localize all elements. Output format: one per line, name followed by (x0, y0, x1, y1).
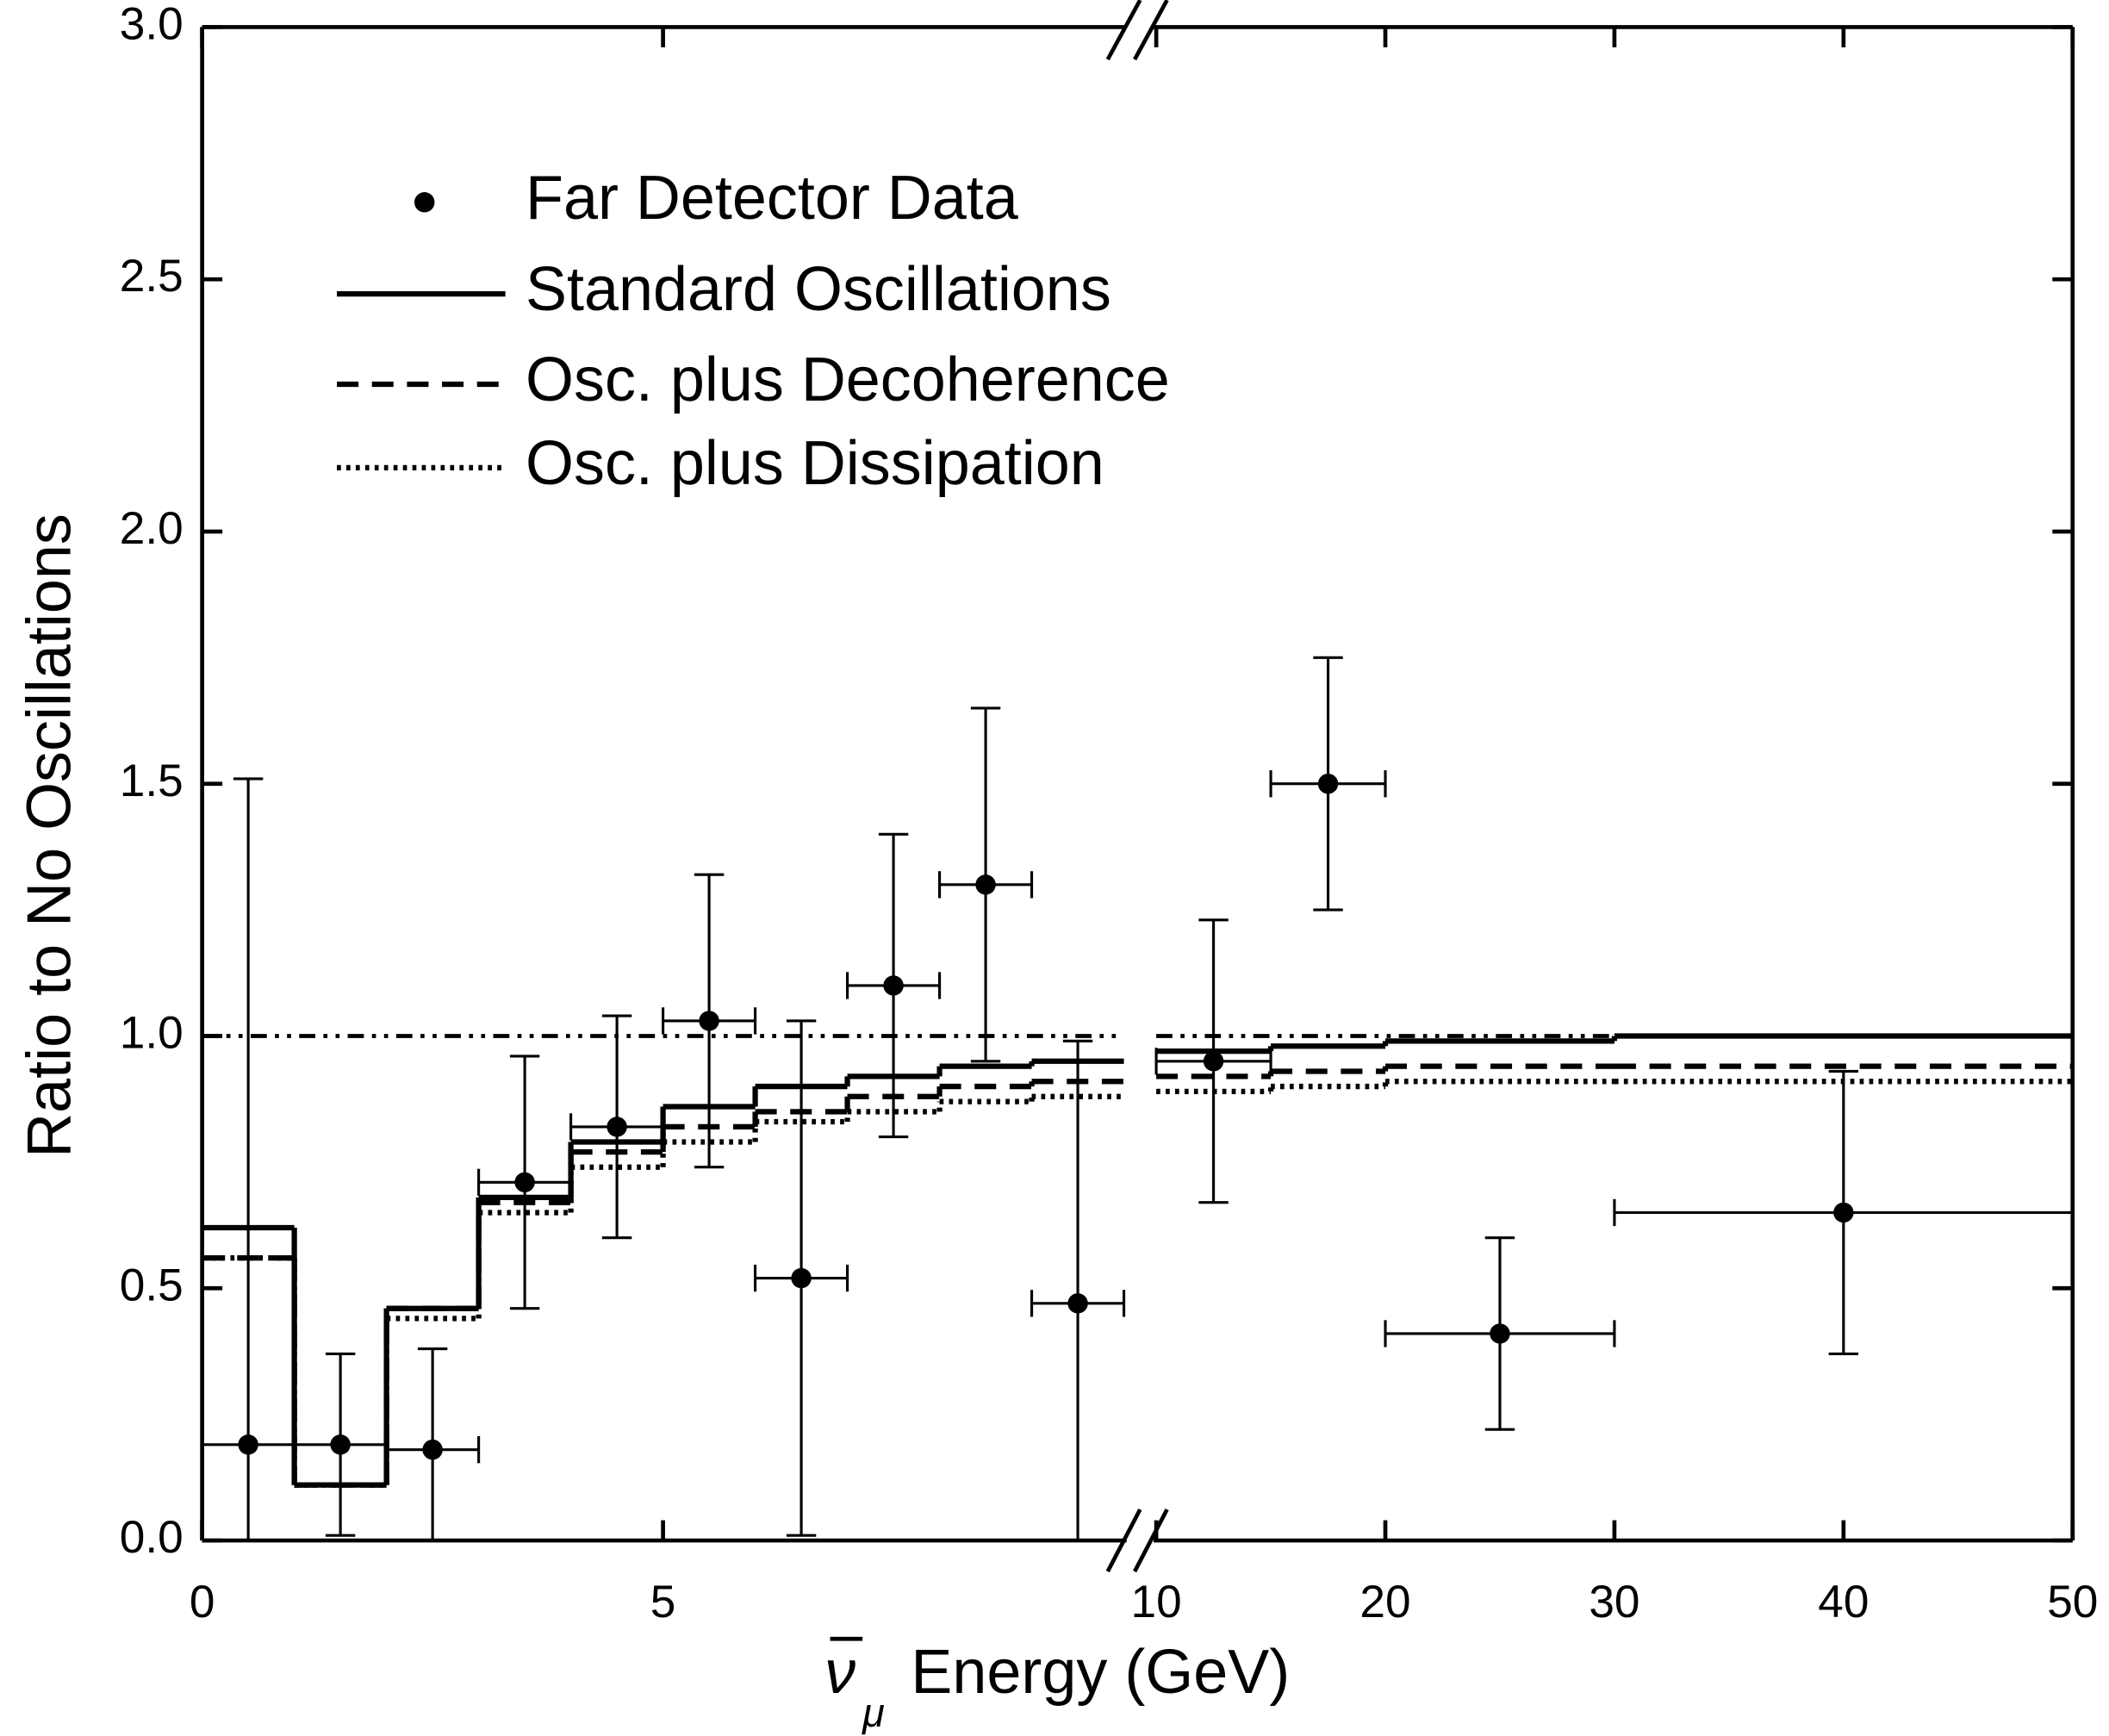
data-point (330, 1434, 351, 1455)
x-axis-label: Energy (GeV) (911, 1638, 1290, 1707)
y-tick-label: 3.0 (120, 0, 184, 49)
data-point (883, 975, 904, 996)
x-axis-symbol: ν (824, 1638, 855, 1707)
axes-frame (200, 0, 2075, 1573)
data-point (791, 1267, 812, 1289)
x-tick-label: 0 (190, 1577, 215, 1627)
data-point (699, 1011, 719, 1031)
y-tick-label: 0.0 (120, 1512, 184, 1563)
data-point (1490, 1323, 1510, 1344)
data-point (975, 874, 996, 895)
legend-label: Osc. plus Decoherence (526, 345, 1170, 414)
y-tick-label: 2.0 (120, 503, 184, 554)
axis-break (1132, 1508, 1169, 1573)
x-tick-label: 20 (1359, 1577, 1410, 1627)
x-tick-label: 10 (1131, 1577, 1182, 1627)
x-axis-subscript: μ (862, 1690, 885, 1735)
axis-break (1105, 0, 1142, 61)
legend-label: Standard Oscillations (526, 255, 1111, 324)
legend-marker (414, 192, 435, 213)
y-tick-label: 2.5 (120, 251, 184, 302)
data-point (514, 1172, 535, 1193)
y-tick-label: 1.5 (120, 756, 184, 806)
legend-label: Osc. plus Dissipation (526, 429, 1104, 498)
y-tick-label: 0.5 (120, 1260, 184, 1310)
x-tick-label: 50 (2047, 1577, 2098, 1627)
data-point (1203, 1051, 1224, 1072)
data-point (422, 1439, 443, 1460)
data-point (1317, 774, 1339, 794)
data-point (607, 1117, 627, 1137)
y-tick-label: 1.0 (120, 1008, 184, 1059)
y-axis-label: Ratio to No Oscillations (16, 513, 84, 1158)
axis-break (1133, 0, 1169, 61)
data-point (238, 1434, 258, 1455)
x-tick-label: 40 (1818, 1577, 1869, 1627)
x-tick-label: 30 (1589, 1577, 1639, 1627)
data-point (1833, 1202, 1854, 1223)
legend-label: Far Detector Data (526, 164, 1019, 233)
x-tick-label: 5 (650, 1577, 676, 1627)
data-point (1067, 1293, 1088, 1314)
axis-break (1105, 1508, 1142, 1573)
